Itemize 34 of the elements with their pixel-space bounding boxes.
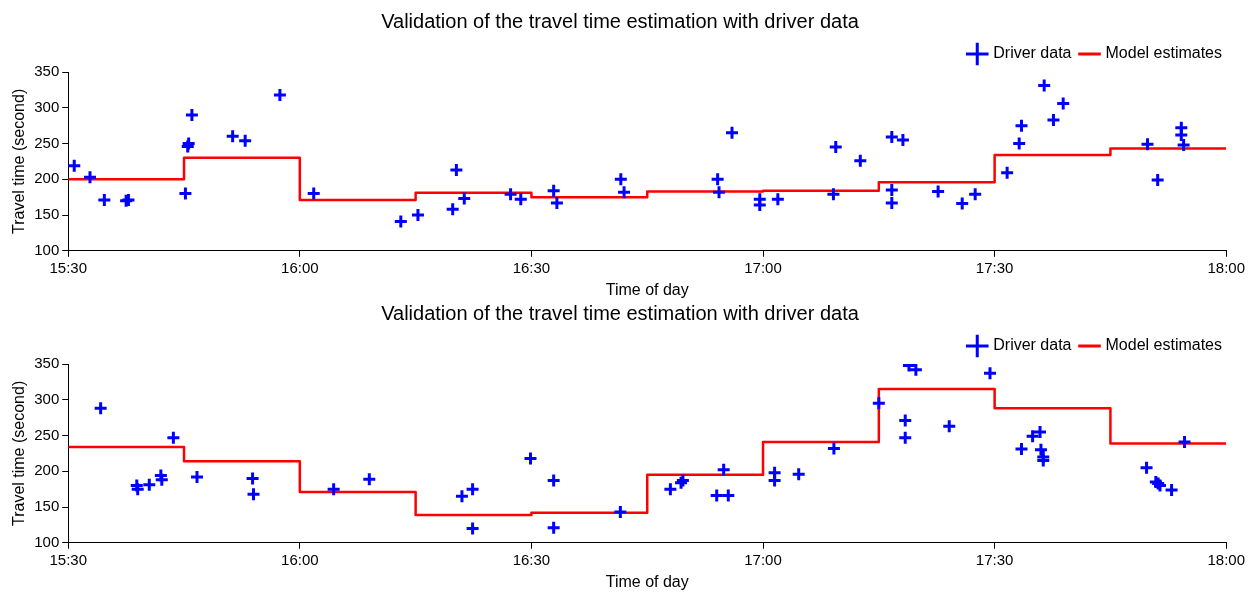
y-tick-label: 150 [34,205,60,223]
x-tick-label: 15:30 [49,550,87,568]
y-tick-label: 200 [34,461,60,479]
y-tick-label: 100 [34,240,60,258]
x-tick-label: 17:30 [975,550,1014,568]
x-tick-label: 16:00 [281,550,319,568]
chart-title: Validation of the travel time estimation with driver data [381,301,860,324]
y-tick-label: 150 [34,497,60,515]
legend-label: Model estimates [1105,336,1223,354]
y-tick-label: 300 [34,97,60,115]
chart-title: Validation of the travel time estimation with driver data [381,9,860,32]
legend-label: Model estimates [1105,44,1223,62]
x-tick-label: 16:30 [512,550,551,568]
y-tick-label: 300 [34,389,60,407]
x-tick-label: 17:00 [744,258,782,276]
y-axis-title: Travel time (second) [10,88,28,235]
y-tick-label: 100 [34,532,60,550]
y-tick-label: 250 [34,425,60,443]
y-tick-label: 250 [34,133,60,151]
y-axis-title: Travel time (second) [10,380,28,527]
x-tick-label: 16:30 [512,258,551,276]
legend-label: Driver data [993,336,1072,354]
x-tick-label: 18:00 [1207,258,1246,276]
y-tick-label: 350 [34,62,60,80]
x-tick-label: 17:00 [744,550,782,568]
x-tick-label: 18:00 [1207,550,1246,568]
x-tick-label: 17:30 [975,258,1014,276]
y-tick-label: 200 [34,169,60,187]
x-axis-title: Time of day [605,280,689,298]
legend-label: Driver data [993,44,1072,62]
y-tick-label: 350 [34,354,60,372]
x-axis-title: Time of day [605,572,689,590]
x-tick-label: 16:00 [281,258,319,276]
x-tick-label: 15:30 [49,258,87,276]
